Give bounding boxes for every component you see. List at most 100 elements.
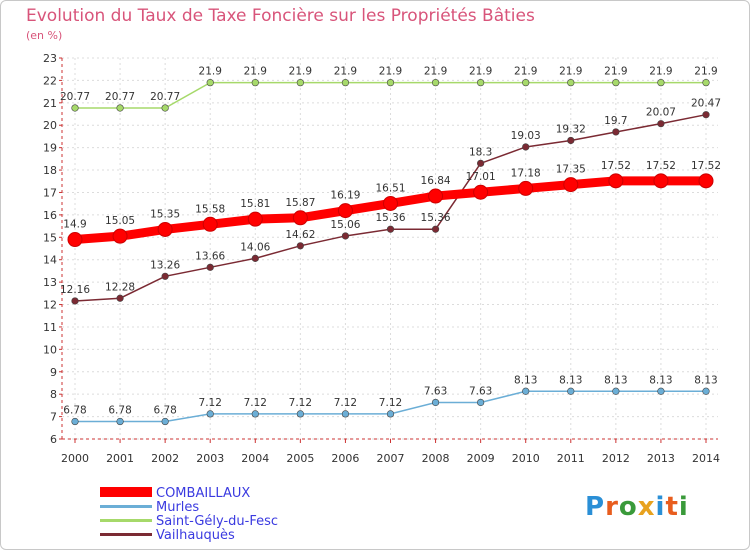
data-label: 17.52 xyxy=(646,160,676,172)
data-point xyxy=(386,410,395,418)
data-point xyxy=(567,136,575,145)
data-point xyxy=(247,211,263,227)
y-tick-label: 20 xyxy=(43,119,57,132)
x-tick-label: 2000 xyxy=(61,452,89,465)
data-point xyxy=(341,410,350,418)
data-label: 15.58 xyxy=(195,203,225,215)
data-label: 8.13 xyxy=(694,374,717,386)
data-point xyxy=(161,417,169,426)
data-point xyxy=(383,195,398,211)
y-tick-label: 8 xyxy=(50,388,57,401)
data-point xyxy=(161,272,169,280)
data-label: 7.12 xyxy=(379,397,402,409)
data-point xyxy=(71,297,79,305)
data-label: 19.32 xyxy=(556,123,586,135)
data-label: 14.06 xyxy=(240,241,270,253)
y-tick-label: 23 xyxy=(43,52,57,65)
y-tick-label: 15 xyxy=(43,231,57,244)
data-label: 7.12 xyxy=(244,397,267,409)
proxiti-logo: Proxiti xyxy=(585,492,689,522)
data-point xyxy=(522,79,530,87)
y-tick-label: 7 xyxy=(50,411,57,424)
data-label: 18.3 xyxy=(469,146,492,158)
data-point xyxy=(608,173,624,189)
logo-letter: r xyxy=(605,492,619,522)
x-tick-label: 2006 xyxy=(331,452,359,465)
data-label: 21.9 xyxy=(694,66,717,78)
data-point xyxy=(612,79,620,87)
y-tick-label: 19 xyxy=(43,142,57,155)
data-point xyxy=(518,180,534,196)
data-label: 21.9 xyxy=(244,66,267,78)
data-label: 21.9 xyxy=(649,66,672,78)
data-point xyxy=(202,216,218,232)
data-label: 8.13 xyxy=(649,374,672,386)
data-label: 17.52 xyxy=(691,160,721,172)
data-label: 21.9 xyxy=(379,66,402,78)
data-point xyxy=(67,232,83,248)
data-point xyxy=(567,387,575,395)
data-point xyxy=(612,128,620,136)
data-label: 20.77 xyxy=(150,91,180,103)
data-label: 12.28 xyxy=(105,281,135,293)
data-point xyxy=(206,79,214,87)
data-point xyxy=(71,104,79,112)
data-label: 17.35 xyxy=(556,164,586,176)
y-tick-label: 11 xyxy=(43,321,57,334)
data-point xyxy=(657,387,665,395)
data-label: 21.9 xyxy=(559,66,582,78)
data-point xyxy=(702,387,710,395)
data-label: 20.77 xyxy=(60,91,90,103)
y-tick-label: 13 xyxy=(43,276,57,289)
legend-label: COMBAILLAUX xyxy=(156,486,250,501)
data-point xyxy=(431,398,440,407)
x-tick-label: 2011 xyxy=(557,452,585,465)
data-point xyxy=(161,104,169,112)
data-point xyxy=(116,294,124,302)
data-point xyxy=(296,410,304,418)
data-label: 8.13 xyxy=(559,374,582,386)
data-point xyxy=(251,79,259,87)
legend-label: Saint-Gély-du-Fesc xyxy=(156,514,278,529)
data-point xyxy=(116,417,124,426)
data-label: 15.36 xyxy=(375,212,405,224)
data-point xyxy=(157,221,173,237)
data-point xyxy=(292,210,308,226)
data-label: 21.9 xyxy=(514,66,537,78)
logo-letter: P xyxy=(585,492,606,522)
chart-title: Evolution du Taux de Taxe Foncière sur l… xyxy=(26,6,535,26)
data-label: 7.12 xyxy=(334,397,357,409)
data-label: 7.12 xyxy=(289,397,312,409)
data-point xyxy=(477,159,485,167)
data-label: 14.62 xyxy=(285,229,315,241)
x-tick-label: 2012 xyxy=(602,452,630,465)
data-point xyxy=(251,254,259,262)
data-label: 20.77 xyxy=(105,91,135,103)
data-point xyxy=(653,173,669,189)
data-label: 12.16 xyxy=(60,284,90,296)
data-label: 19.03 xyxy=(511,130,541,142)
x-tick-label: 2002 xyxy=(151,452,179,465)
y-tick-label: 17 xyxy=(43,186,57,199)
data-label: 15.81 xyxy=(240,198,270,210)
y-tick-label: 16 xyxy=(43,209,57,222)
data-point xyxy=(206,263,214,271)
data-point xyxy=(522,143,530,151)
data-point xyxy=(337,203,353,219)
data-point xyxy=(431,225,440,233)
logo-letter: x xyxy=(637,492,656,522)
data-point xyxy=(567,79,575,87)
data-label: 21.9 xyxy=(424,66,447,78)
legend-swatch xyxy=(100,505,152,508)
logo-letter: o xyxy=(618,492,638,522)
data-label: 21.9 xyxy=(334,66,357,78)
data-label: 16.51 xyxy=(375,182,405,194)
data-label: 17.52 xyxy=(601,160,631,172)
data-point xyxy=(477,79,485,87)
data-label: 14.9 xyxy=(63,219,86,231)
x-tick-label: 2005 xyxy=(286,452,314,465)
data-point xyxy=(386,79,395,87)
data-point xyxy=(431,79,440,87)
data-label: 13.26 xyxy=(150,259,180,271)
legend-swatch xyxy=(100,533,152,536)
